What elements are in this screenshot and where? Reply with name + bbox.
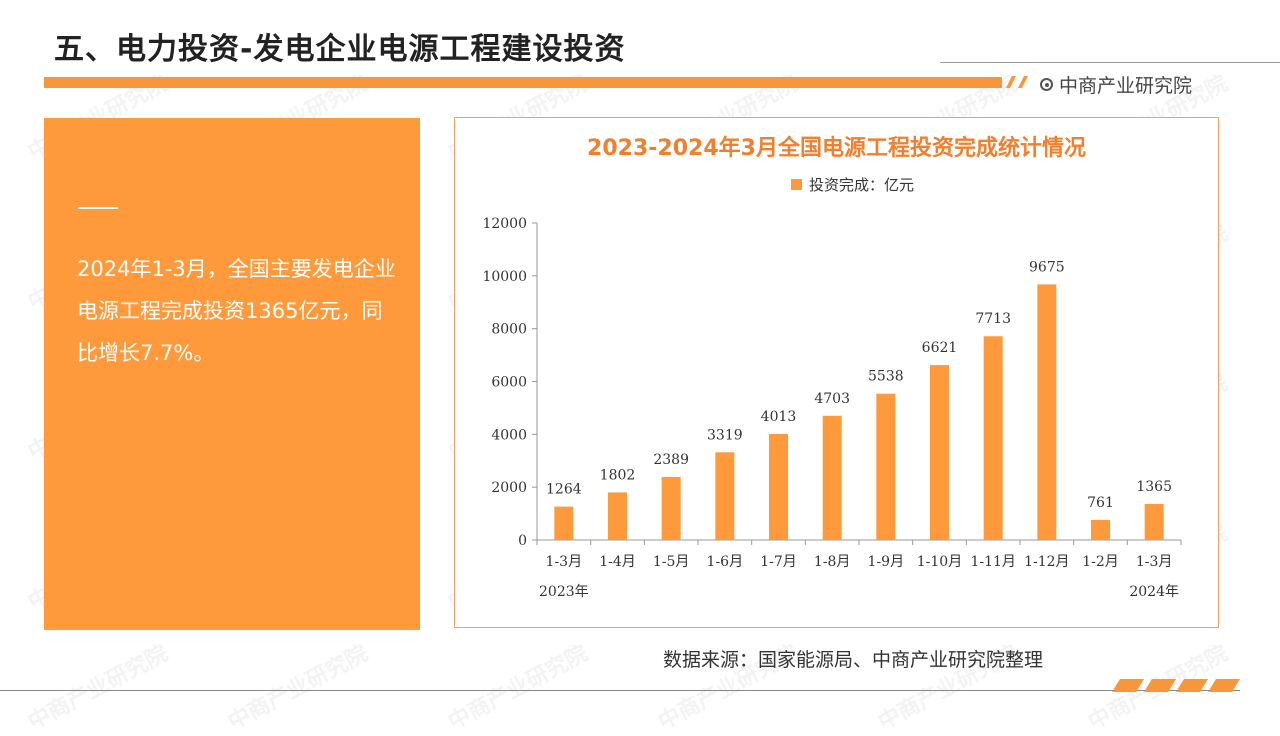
bar-value-label: 1264 <box>546 482 582 498</box>
bar-value-label: 7713 <box>975 311 1011 327</box>
chart-container: 2023-2024年3月全国电源工程投资完成统计情况 投资完成：亿元 0 2000… <box>454 117 1219 628</box>
brand-logo: 中商产业研究院 <box>1040 71 1192 98</box>
summary-divider <box>78 207 118 209</box>
y-tick-label: 12000 <box>482 216 527 232</box>
x-tick-label: 1-12月 <box>1024 554 1069 570</box>
x-tick-label: 1-6月 <box>707 554 744 570</box>
bar-value-label: 2389 <box>653 452 689 468</box>
y-tick-label: 10000 <box>482 269 527 285</box>
brand-circle-icon <box>1040 78 1053 91</box>
x-tick-label: 1-10月 <box>917 554 962 570</box>
bar <box>930 365 949 540</box>
bar <box>715 452 735 540</box>
watermark-text: 中商产业研究院 <box>444 641 593 736</box>
bar <box>661 476 681 540</box>
slash-decoration-icon <box>1006 76 1028 88</box>
summary-panel: 2024年1-3月，全国主要发电企业电源工程完成投资1365亿元，同比增长7.7… <box>44 118 420 630</box>
bar-chart: 0 2000 4000 6000 8000 10000 12000 1264 1-3月 1802 1… <box>482 216 1182 600</box>
x-tick-label: 1-2月 <box>1082 554 1119 570</box>
bar <box>608 492 627 540</box>
bar-value-label: 3319 <box>707 427 743 443</box>
bar-value-label: 4013 <box>761 409 797 425</box>
bar <box>1091 519 1110 540</box>
x-year-label: 2023年 <box>539 584 589 600</box>
chart-legend: 投资完成：亿元 <box>791 174 914 195</box>
chart-title: 2023-2024年3月全国电源工程投资完成统计情况 <box>587 136 1086 161</box>
legend-swatch <box>791 179 802 190</box>
x-year-label: 2024年 <box>1129 584 1179 600</box>
x-tick-label: 1-11月 <box>970 554 1015 570</box>
bar-value-label: 1365 <box>1136 479 1172 495</box>
legend-label: 投资完成：亿元 <box>809 176 915 194</box>
bar-value-label: 1802 <box>600 467 636 483</box>
brand-name: 中商产业研究院 <box>1059 75 1193 97</box>
x-tick-label: 1-3月 <box>546 554 583 570</box>
bar <box>1144 503 1164 540</box>
stripe-decoration-icon <box>1112 679 1240 692</box>
y-tick-label: 8000 <box>491 322 527 338</box>
bar-value-label: 9675 <box>1029 259 1065 275</box>
footer-rule <box>0 690 1240 691</box>
watermark-text: 中商产业研究院 <box>224 641 373 736</box>
x-tick-label: 1-9月 <box>868 554 905 570</box>
bar <box>983 336 1003 540</box>
watermark-text: 中商产业研究院 <box>24 641 173 736</box>
bar-value-label: 4703 <box>814 391 850 407</box>
bar <box>554 506 574 540</box>
bar <box>1037 284 1057 540</box>
x-tick-label: 1-8月 <box>814 554 851 570</box>
header-thin-rule <box>940 62 1280 63</box>
summary-text: 2024年1-3月，全国主要发电企业电源工程完成投资1365亿元，同比增长7.7… <box>77 257 396 365</box>
title-accent-bar <box>44 77 1002 88</box>
x-tick-label: 1-5月 <box>653 554 690 570</box>
y-tick-label: 2000 <box>491 480 527 496</box>
bar-value-label: 5538 <box>868 369 904 385</box>
bar-value-label: 6621 <box>922 340 958 356</box>
y-tick-label: 6000 <box>491 375 527 391</box>
bar <box>769 433 788 540</box>
data-source-note: 数据来源：国家能源局、中商产业研究院整理 <box>663 649 1044 671</box>
x-tick-label: 1-3月 <box>1136 554 1173 570</box>
bar <box>822 415 842 540</box>
y-tick-label: 4000 <box>491 427 527 443</box>
bar <box>876 393 896 540</box>
bar-value-label: 761 <box>1087 495 1114 511</box>
y-tick-label: 0 <box>518 533 527 549</box>
x-tick-label: 1-4月 <box>599 554 636 570</box>
x-tick-label: 1-7月 <box>760 554 797 570</box>
page-title: 五、电力投资-发电企业电源工程建设投资 <box>54 32 626 67</box>
